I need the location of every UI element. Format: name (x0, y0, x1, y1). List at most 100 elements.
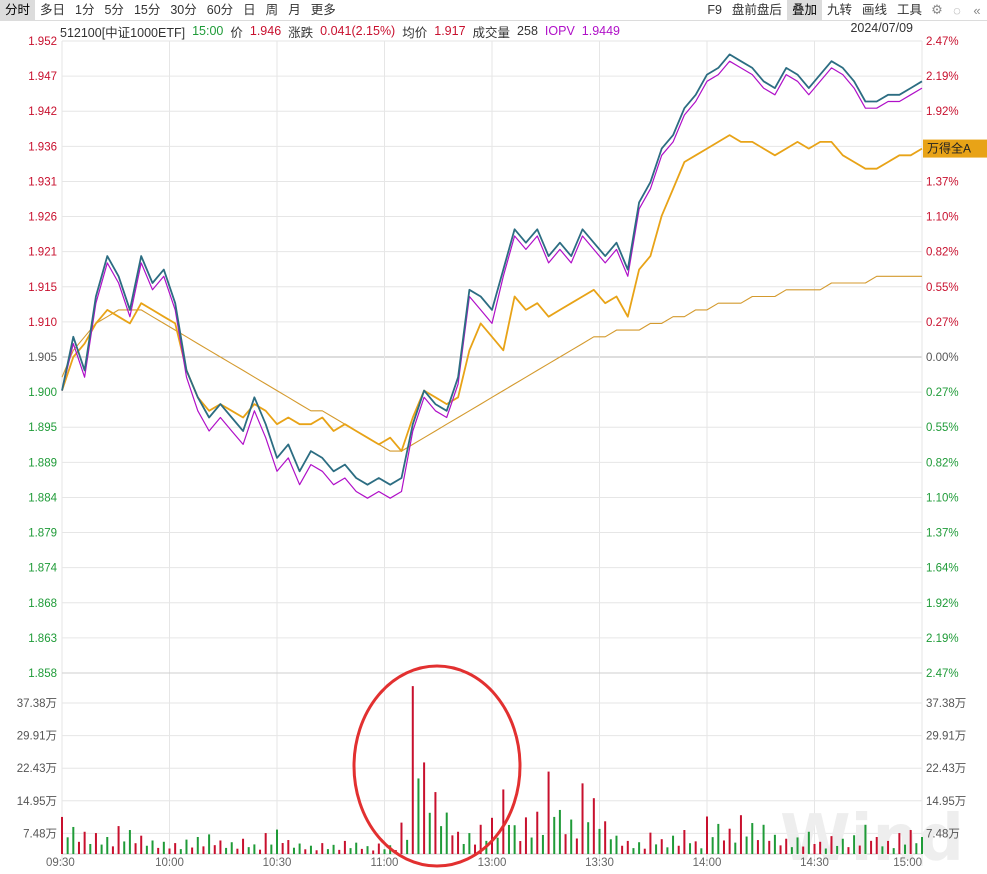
overlay-tag-label: 万得全A (927, 141, 971, 156)
volume-bar-mid-17 (259, 849, 262, 854)
volume-bar-mid-45 (575, 838, 578, 854)
volume-bar-mid-19 (281, 843, 284, 854)
volume-bar-mid-52 (655, 844, 658, 854)
volume-bar-62 (762, 824, 765, 854)
left-tab-0[interactable]: 分时 (0, 0, 36, 20)
left-tab-4[interactable]: 15分 (133, 3, 161, 17)
volume-bar-22 (309, 845, 312, 854)
tool-tabs: F9 盘前盘后 叠加 九转 画线 工具 ⚙ ◌ « (702, 0, 987, 20)
period-toolbar: 分时 多日 1分 5分 15分 30分 60分日周月更多 F9 盘前盘后 叠加 九转 画线 工具 ⚙ … (0, 0, 987, 21)
volume-bar-63 (773, 834, 776, 854)
volume-bar-51 (638, 842, 641, 854)
y-left-tick-13: 1.884 (28, 492, 57, 504)
red-highlight-ellipse (352, 664, 522, 868)
y-left-tick-1: 1.947 (28, 71, 57, 83)
left-tab-5[interactable]: 30分 (170, 3, 197, 17)
y-left-tick-16: 1.868 (28, 598, 57, 610)
x-tick-1: 10:00 (155, 857, 184, 869)
volume-bar-mid-25 (349, 848, 352, 854)
y-left-tick-5: 1.926 (28, 212, 57, 224)
quote-time: 15:00 (192, 24, 224, 38)
volume-bar-32 (423, 762, 426, 854)
volume-bar-14 (219, 840, 222, 854)
volume-bar-mid-75 (915, 843, 918, 854)
volume-bar-mid-31 (417, 778, 420, 854)
circle-icon[interactable]: ◌ (953, 2, 961, 18)
left-tab-8[interactable]: 周 (265, 3, 279, 17)
volume-bar-mid-21 (304, 849, 307, 854)
y-left-tick-7: 1.915 (28, 282, 57, 294)
y-right-tick-6: 0.82% (926, 247, 959, 259)
right-tab-2[interactable]: 叠加 (786, 0, 822, 20)
left-tab-10[interactable]: 更多 (310, 3, 336, 17)
right-tab-5[interactable]: 工具 (896, 3, 922, 17)
left-tab-6[interactable]: 60分 (206, 3, 234, 17)
vol-right-tick-2: 22.43万 (926, 763, 966, 775)
left-tab-2[interactable]: 1分 (75, 3, 95, 17)
volume-bar-70 (853, 835, 856, 854)
volume-bar-mid-63 (779, 845, 782, 854)
volume-bar-65 (796, 837, 799, 854)
volume-bar-11 (185, 839, 188, 854)
y-right-tick-4: 1.37% (926, 176, 959, 188)
volume-bar-mid-40 (519, 841, 522, 854)
right-tab-3[interactable]: 九转 (826, 3, 852, 17)
volume-bar-mid-66 (813, 843, 816, 854)
volume-bar-mid-6 (134, 843, 137, 854)
left-tab-7[interactable]: 日 (243, 3, 256, 17)
volume-bar-75 (909, 830, 912, 854)
iopv-value: 1.9449 (581, 24, 621, 38)
volume-bar-64 (785, 838, 788, 854)
volume-bar-10 (174, 843, 177, 854)
right-tab-1[interactable]: 盘前盘后 (731, 3, 782, 17)
volume-bar-35 (457, 831, 460, 854)
left-tab-3[interactable]: 5分 (104, 3, 124, 17)
volume-bar-mid-71 (870, 840, 873, 854)
x-tick-5: 13:30 (585, 857, 614, 869)
vol-left-tick-1: 29.91万 (17, 731, 57, 743)
y-left-tick-15: 1.874 (28, 563, 57, 575)
volume-bar-mid-60 (745, 836, 748, 854)
volume-value: 258 (517, 24, 538, 38)
volume-bar-mid-73 (892, 848, 895, 854)
quote-date: 2024/07/09 (850, 21, 913, 35)
y-left-tick-11: 1.895 (28, 422, 57, 434)
volume-bar-4 (106, 836, 109, 854)
volume-bar-76 (921, 836, 923, 854)
volume-bar-mid-26 (360, 848, 363, 854)
y-left-tick-4: 1.931 (28, 176, 57, 188)
y-left-tick-9: 1.905 (28, 352, 57, 364)
left-tab-1[interactable]: 多日 (40, 3, 66, 17)
axis-labels: 1.952 2.47% 1.947 2.19% 1.942 1.92% 1.936 1.64%… (17, 36, 987, 869)
volume-bar-67 (819, 841, 822, 854)
right-tab-0[interactable]: F9 (707, 3, 722, 17)
vol-right-tick-4: 7.48万 (926, 828, 960, 840)
volume-bar-mid-13 (213, 845, 216, 854)
collapse-double-chevron-icon[interactable]: « (973, 2, 981, 18)
y-right-tick-15: 1.64% (926, 563, 959, 575)
y-right-tick-13: 1.10% (926, 492, 959, 504)
volume-bar-mid-16 (247, 847, 250, 854)
volume-bar-66 (807, 831, 810, 854)
volume-bar-mid-50 (632, 848, 635, 854)
volume-bar-mid-27 (372, 850, 375, 854)
y-right-tick-9: 0.00% (926, 352, 959, 364)
y-left-tick-3: 1.936 (28, 141, 57, 153)
y-right-tick-11: 0.55% (926, 422, 959, 434)
volume-bar-mid-12 (202, 846, 205, 854)
volume-bar-mid-72 (881, 846, 884, 854)
volume-bar-21 (298, 843, 301, 854)
volume-bar-39 (502, 789, 505, 854)
price-label: 价 (230, 25, 243, 40)
volume-bar-60 (739, 815, 742, 854)
volume-bar-mid-24 (338, 849, 341, 854)
gear-icon[interactable]: ⚙ (931, 2, 943, 17)
vol-right-tick-0: 37.38万 (926, 698, 966, 710)
volume-bar-44 (558, 809, 561, 854)
iopv-line (61, 60, 923, 499)
volume-bar-18 (264, 833, 267, 854)
left-tab-9[interactable]: 月 (288, 3, 301, 17)
right-tab-4[interactable]: 画线 (861, 3, 887, 17)
volume-bar-mid-51 (643, 848, 646, 854)
